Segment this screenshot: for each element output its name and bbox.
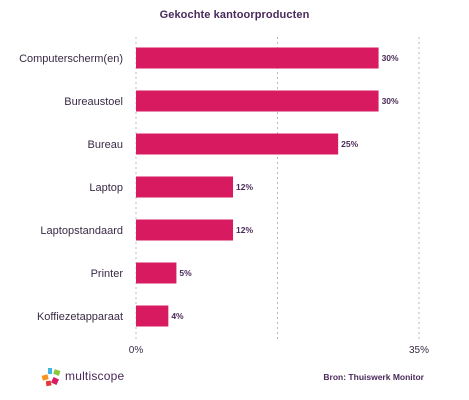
bar xyxy=(136,90,379,112)
category-label: Laptop xyxy=(89,182,123,194)
data-label: 4% xyxy=(171,311,184,321)
brand-name: multiscope xyxy=(65,369,125,383)
category-label: Koffiezetapparaat xyxy=(37,311,123,323)
bar xyxy=(136,176,234,198)
chart-title: Gekochte kantoorproducten xyxy=(159,9,310,21)
bar xyxy=(136,133,339,155)
category-label: Laptopstandaard xyxy=(40,225,123,237)
bar xyxy=(136,262,177,284)
source-note: Bron: Thuiswerk Monitor xyxy=(323,372,424,382)
data-label: 5% xyxy=(179,268,192,278)
bar xyxy=(136,47,379,69)
category-label: Bureau xyxy=(88,139,123,151)
bar xyxy=(136,305,169,327)
data-label: 12% xyxy=(236,182,253,192)
category-label: Printer xyxy=(91,268,124,280)
x-tick-label: 0% xyxy=(129,345,144,356)
x-tick-label: 35% xyxy=(409,345,429,356)
data-label: 30% xyxy=(382,53,399,63)
multiscope-logo-icon xyxy=(41,368,61,387)
data-label: 30% xyxy=(382,96,399,106)
data-label: 25% xyxy=(341,139,358,149)
data-label: 12% xyxy=(236,225,253,235)
multiscope-logo: multiscope xyxy=(40,366,170,388)
bar xyxy=(136,219,234,241)
category-label: Computerscherm(en) xyxy=(19,53,123,65)
category-label: Bureaustoel xyxy=(64,96,123,108)
